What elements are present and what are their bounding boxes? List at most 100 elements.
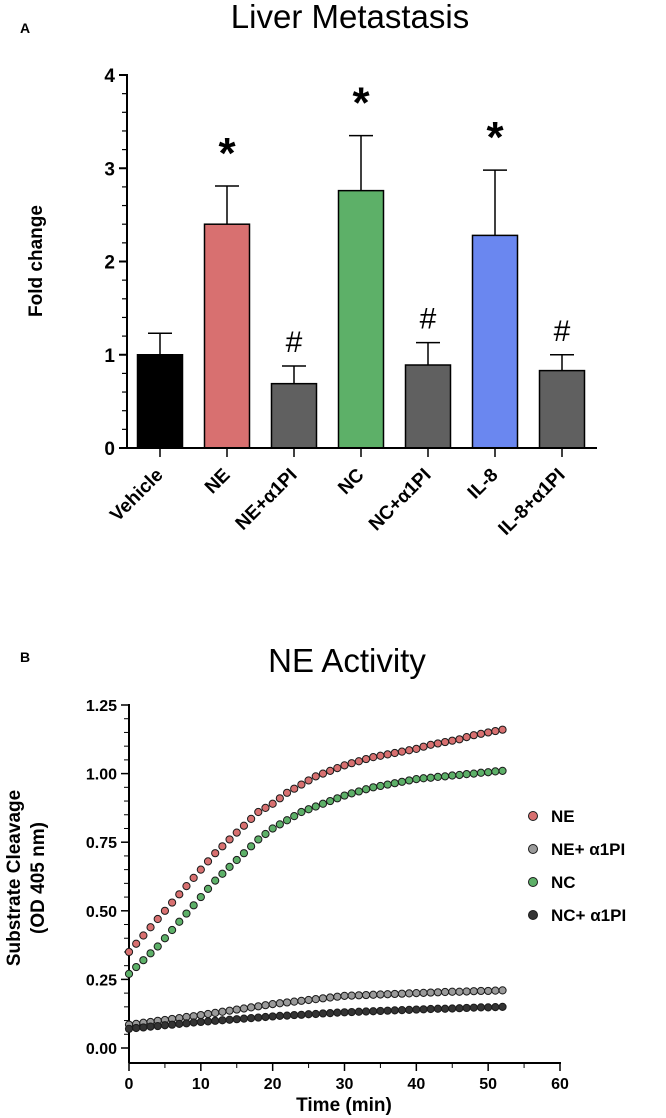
data-point-nc-1pi — [261, 1012, 270, 1022]
data-point-nc — [340, 791, 349, 800]
data-point-nc — [232, 855, 241, 865]
data-point-ne-1pi — [282, 998, 292, 1007]
data-point-ne-1pi — [419, 988, 428, 997]
data-point-nc-1pi — [132, 1023, 141, 1033]
panel-label-b: B — [20, 649, 30, 665]
data-point-ne — [311, 772, 320, 781]
data-point-ne-1pi — [268, 999, 277, 1009]
data-point-nc-1pi — [397, 1006, 407, 1015]
data-point-ne — [261, 803, 270, 813]
data-point-nc — [498, 766, 507, 775]
data-point-nc — [419, 774, 428, 783]
data-point-ne-1pi — [304, 995, 313, 1005]
data-point-nc — [247, 842, 256, 851]
data-point-ne-1pi — [225, 1006, 234, 1015]
data-point-nc — [383, 780, 392, 789]
data-point-nc-1pi — [146, 1022, 155, 1031]
data-point-nc — [218, 869, 227, 878]
data-point-ne-1pi — [390, 989, 399, 999]
data-point-nc — [261, 829, 270, 839]
data-point-ne-1pi — [476, 986, 486, 996]
x-tick-label: 40 — [407, 1076, 425, 1093]
data-point-nc — [297, 807, 306, 817]
data-point-ne — [333, 764, 342, 773]
data-point-nc — [268, 824, 277, 833]
legend-label: NE — [551, 807, 575, 826]
data-point-nc-1pi — [440, 1004, 450, 1013]
data-point-nc-1pi — [426, 1004, 435, 1014]
data-point-ne — [297, 780, 306, 789]
data-point-ne — [304, 776, 313, 785]
category-label: NE+α1PI — [232, 465, 302, 535]
data-point-nc — [139, 956, 148, 965]
data-point-nc — [290, 812, 299, 821]
data-point-ne — [419, 742, 428, 751]
data-point-nc — [203, 884, 213, 893]
data-point-nc — [275, 820, 284, 829]
data-point-ne — [268, 799, 277, 808]
data-point-ne-1pi — [239, 1004, 249, 1013]
y-tick-label: 0.00 — [86, 1041, 117, 1058]
data-point-nc — [376, 781, 385, 791]
legend-marker — [528, 877, 538, 887]
data-point-nc-1pi — [203, 1017, 213, 1026]
y-tick-label: 3 — [104, 159, 115, 180]
data-point-ne — [160, 906, 170, 915]
data-point-ne-1pi — [275, 999, 284, 1008]
data-point-nc-1pi — [160, 1021, 170, 1030]
significance-star: * — [352, 79, 370, 128]
significance-hash: # — [554, 315, 571, 348]
data-point-nc-1pi — [211, 1016, 220, 1025]
data-point-nc-1pi — [419, 1005, 428, 1014]
y-tick-label: 4 — [104, 66, 115, 87]
data-point-nc — [426, 773, 435, 782]
data-point-nc — [189, 901, 198, 910]
data-point-nc — [132, 962, 141, 972]
x-tick-label: 30 — [336, 1076, 354, 1093]
data-point-ne-1pi — [440, 987, 450, 997]
data-point-ne — [139, 931, 148, 940]
data-point-nc — [455, 770, 464, 780]
y-tick-label: 2 — [104, 253, 115, 274]
chart-title: Liver Metastasis — [231, 0, 469, 35]
data-point-ne-1pi — [448, 987, 457, 996]
data-point-ne — [211, 849, 220, 858]
data-point-ne — [376, 751, 385, 760]
data-point-nc — [211, 876, 220, 885]
data-point-ne — [469, 731, 478, 740]
bar-ne-1pi — [270, 382, 318, 449]
data-point-nc-1pi — [369, 1007, 378, 1016]
data-point-nc — [168, 925, 177, 935]
data-point-nc-1pi — [247, 1013, 256, 1023]
data-point-ne — [440, 737, 450, 747]
data-point-ne-1pi — [426, 988, 435, 997]
data-point-nc-1pi — [311, 1009, 320, 1019]
category-label: NE — [201, 465, 235, 499]
data-point-ne-1pi — [326, 993, 335, 1002]
data-point-nc-1pi — [376, 1006, 385, 1016]
y-tick-label: 0.50 — [86, 904, 117, 921]
data-point-ne-1pi — [354, 991, 363, 1000]
data-point-nc — [361, 785, 371, 794]
data-point-ne — [275, 794, 284, 803]
data-point-ne-1pi — [462, 987, 471, 996]
data-point-ne — [189, 873, 198, 882]
data-point-nc-1pi — [304, 1010, 313, 1019]
data-point-ne — [390, 748, 399, 758]
data-point-nc-1pi — [153, 1021, 162, 1031]
data-point-ne-1pi — [412, 989, 421, 998]
data-point-ne-1pi — [196, 1010, 205, 1020]
x-tick-label: 20 — [264, 1076, 282, 1093]
data-point-nc — [326, 796, 335, 806]
data-point-ne — [369, 753, 378, 762]
data-point-ne — [340, 761, 349, 770]
data-point-nc-1pi — [225, 1015, 234, 1024]
scatter-chart-ne-activity: B NE Activity Substrate Cleavage (OD 405… — [4, 642, 626, 1116]
data-point-nc-1pi — [268, 1012, 277, 1021]
data-point-ne — [254, 807, 263, 817]
data-point-ne — [462, 733, 471, 742]
significance-hash: # — [420, 303, 437, 336]
data-point-ne — [361, 754, 371, 764]
data-point-ne — [282, 788, 292, 797]
data-point-ne — [168, 898, 177, 907]
